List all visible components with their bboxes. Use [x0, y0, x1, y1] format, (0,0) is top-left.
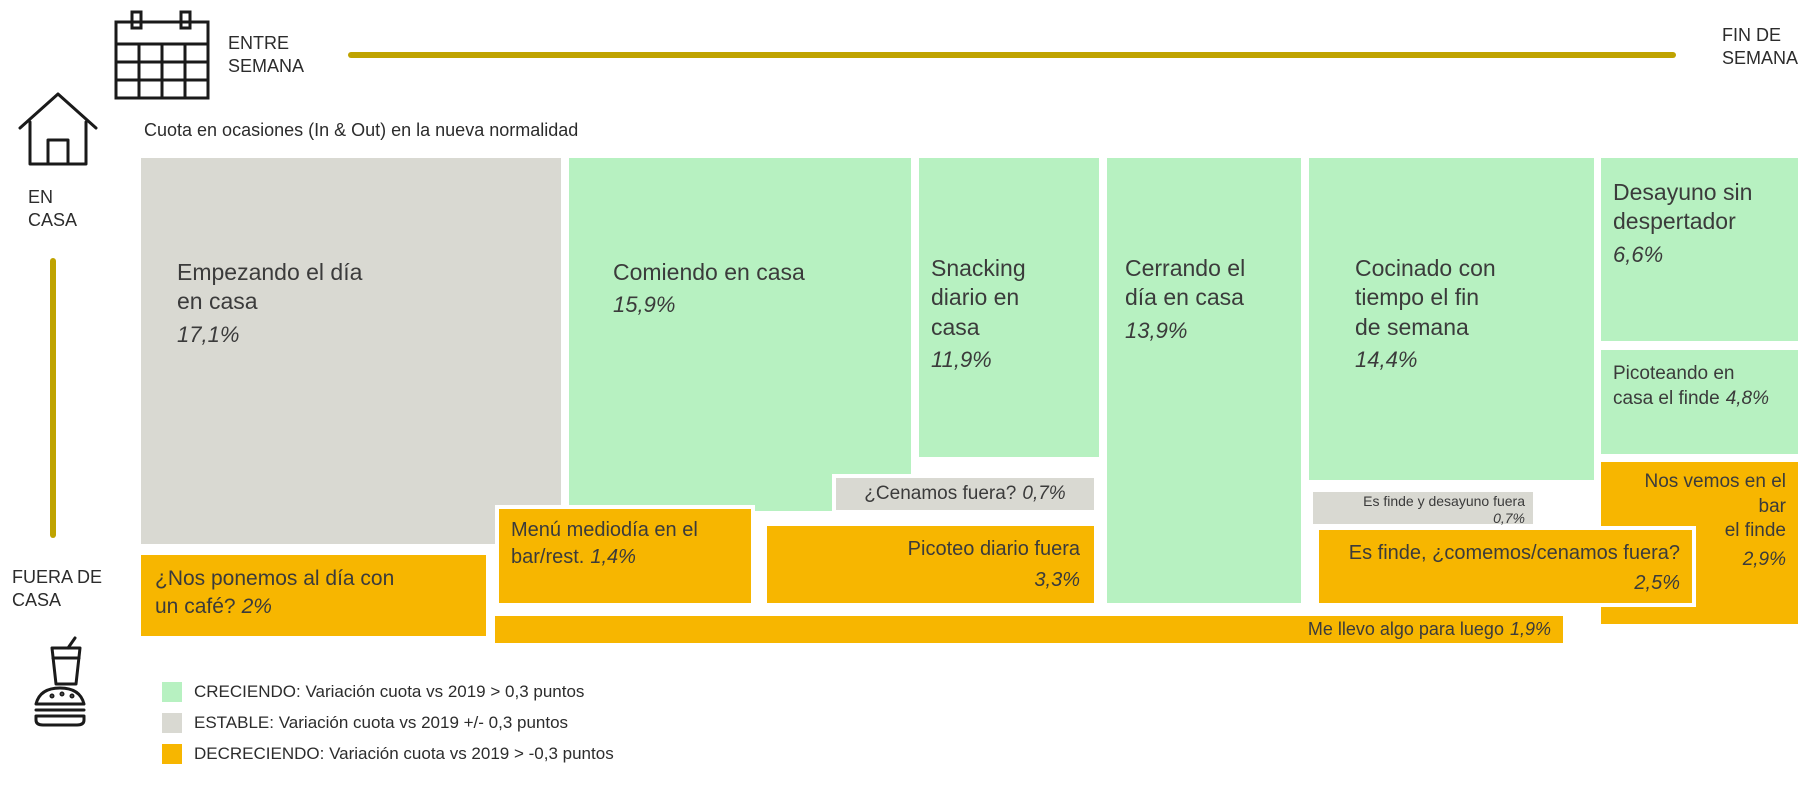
segment-value: 2%: [241, 595, 272, 619]
segment-value: 4,8%: [1725, 387, 1769, 409]
weekday-weekend-axis-line: [348, 52, 1676, 58]
segment-menu-mediodia-bar-rest: Menú mediodía en el bar/rest. 1,4%: [495, 505, 755, 607]
segment-label: Me llevo algo para luego: [1307, 619, 1504, 639]
segment-desayuno-sin-despertador: Desayuno sin despertador 6,6%: [1601, 158, 1798, 341]
home-out-axis-line: [50, 258, 56, 538]
segment-value: 6,6%: [1613, 241, 1664, 267]
segment-label: ¿Cenamos fuera?: [864, 483, 1017, 504]
segment-label: Es finde, ¿comemos/cenamos fuera?: [1348, 542, 1680, 564]
segment-label: Es finde y desayuno fuera: [1363, 493, 1525, 509]
axis-out-of-home-label: FUERA DE CASA: [12, 567, 103, 610]
segment-label: Picoteando en casa el finde: [1613, 363, 1735, 409]
segment-cocinado-con-tiempo-finde: Cocinado con tiempo el fin de semana 14,…: [1309, 158, 1594, 480]
legend-label: CRECIENDO: Variación cuota vs 2019 > 0,3…: [194, 682, 585, 701]
segment-value: 0,7%: [1022, 483, 1066, 504]
segment-label: ¿Nos ponemos al día con un café?: [155, 567, 395, 619]
segment-value: 17,1%: [177, 321, 240, 347]
legend-swatch-estable: [162, 713, 182, 733]
segment-me-llevo-algo-para-luego: Me llevo algo para luego 1,9%: [495, 616, 1563, 643]
segment-empezando-el-dia-en-casa: Empezando el día en casa 17,1%: [141, 158, 561, 544]
legend: CRECIENDO: Variación cuota vs 2019 > 0,3…: [162, 682, 614, 764]
legend-item-estable: ESTABLE: Variación cuota vs 2019 +/- 0,3…: [162, 713, 614, 733]
segment-cerrando-el-dia-en-casa: Cerrando el día en casa 13,9%: [1107, 158, 1301, 603]
segment-label: Cocinado con tiempo el fin de semana: [1355, 255, 1496, 340]
segment-es-finde-y-desayuno-fuera: Es finde y desayuno fuera 0,7%: [1309, 488, 1537, 528]
segment-cenamos-fuera: ¿Cenamos fuera? 0,7%: [832, 474, 1098, 514]
calendar-icon: [110, 8, 214, 104]
house-icon: [14, 86, 102, 170]
segment-label: Cerrando el día en casa: [1125, 255, 1246, 311]
segment-comiendo-en-casa: Comiendo en casa 15,9%: [569, 158, 911, 511]
segment-label: Snacking diario en casa: [931, 255, 1026, 340]
segment-snacking-diario-en-casa: Snacking diario en casa 11,9%: [919, 158, 1099, 457]
legend-item-decreciendo: DECRECIENDO: Variación cuota vs 2019 > -…: [162, 744, 614, 764]
axis-weekend-label: FIN DE SEMANA: [1722, 25, 1799, 68]
legend-item-creciendo: CRECIENDO: Variación cuota vs 2019 > 0,3…: [162, 682, 614, 702]
axis-weekday-label: ENTRE SEMANA: [228, 33, 305, 76]
segment-label: Empezando el día en casa: [177, 259, 363, 315]
segment-value: 3,3%: [1034, 569, 1080, 591]
segment-value: 11,9%: [931, 347, 992, 373]
legend-swatch-creciendo: [162, 682, 182, 702]
segment-value: 14,4%: [1355, 347, 1418, 373]
segment-value: 2,5%: [1634, 572, 1680, 594]
segment-value: 0,7%: [1493, 509, 1525, 526]
segment-picoteo-diario-fuera: Picoteo diario fuera 3,3%: [763, 522, 1098, 607]
segment-label: Nos vemos en el bar el finde: [1644, 471, 1786, 542]
segment-label: Menú mediodía en el bar/rest.: [511, 519, 698, 568]
legend-swatch-decreciendo: [162, 744, 182, 764]
fast-food-icon: [22, 636, 102, 728]
segment-value: 2,9%: [1742, 549, 1786, 571]
axis-home-label: EN CASA: [28, 187, 78, 230]
segment-value: 15,9%: [613, 292, 676, 318]
segment-value: 13,9%: [1125, 317, 1188, 343]
legend-label: ESTABLE: Variación cuota vs 2019 +/- 0,3…: [194, 713, 569, 732]
chart-title: Cuota en ocasiones (In & Out) en la nuev…: [144, 120, 579, 140]
segment-label: Desayuno sin despertador: [1613, 179, 1753, 235]
segment-label: Picoteo diario fuera: [907, 538, 1080, 560]
segment-nos-ponemos-al-dia-con-un-cafe: ¿Nos ponemos al día con un café? 2%: [141, 555, 486, 636]
segment-label: Comiendo en casa: [613, 259, 805, 285]
segment-picoteando-en-casa-el-finde: Picoteando en casa el finde 4,8%: [1601, 350, 1798, 454]
segment-value: 1,9%: [1509, 619, 1551, 639]
segment-value: 1,4%: [590, 546, 636, 568]
segment-es-finde-comemos-cenamos-fuera: Es finde, ¿comemos/cenamos fuera? 2,5%: [1315, 526, 1696, 607]
legend-label: DECRECIENDO: Variación cuota vs 2019 > -…: [194, 744, 614, 763]
